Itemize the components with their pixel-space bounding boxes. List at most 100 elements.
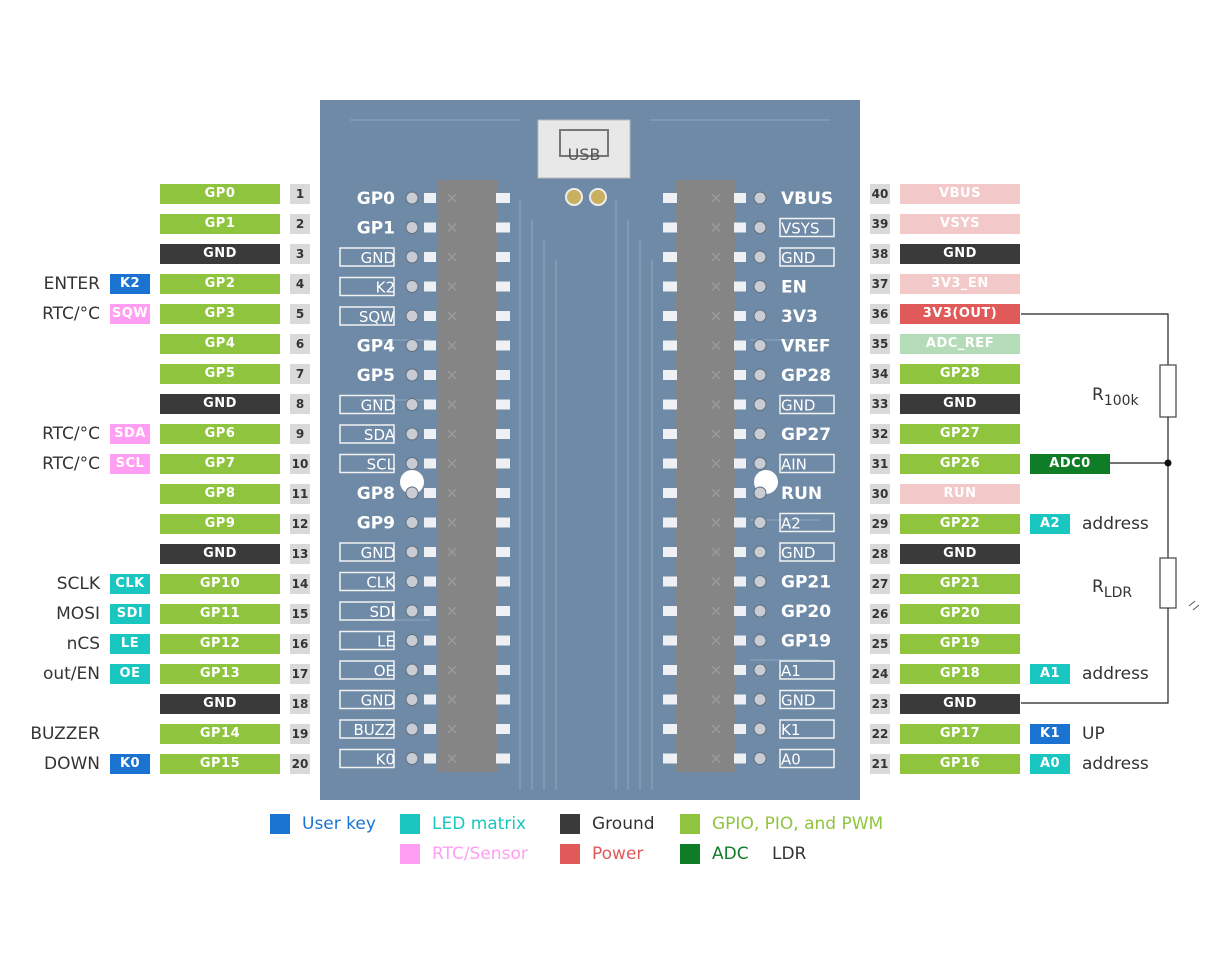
silkscreen-label: GND bbox=[781, 692, 815, 710]
pad-left bbox=[405, 280, 419, 293]
pin-number-left: 19 bbox=[290, 724, 310, 744]
smd-pad-left-outer bbox=[496, 281, 510, 292]
silk-box bbox=[339, 424, 395, 444]
pin-label-left: GND bbox=[160, 694, 280, 714]
smd-pad-right bbox=[734, 252, 746, 262]
silkscreen-label: SDI bbox=[370, 603, 396, 621]
smd-pad-right-outer bbox=[663, 724, 677, 734]
silkscreen-label: GP9 bbox=[357, 514, 395, 534]
pin-label-left: GP14 bbox=[160, 724, 280, 744]
pin-number-left: 13 bbox=[290, 544, 310, 564]
silk-box bbox=[779, 719, 835, 739]
pad-right bbox=[753, 221, 767, 234]
smd-pad-right-outer bbox=[663, 193, 677, 203]
pad-right bbox=[753, 663, 767, 677]
pin-marker bbox=[447, 340, 457, 351]
pin-label-right: GND bbox=[900, 394, 1020, 414]
pad-right bbox=[753, 398, 767, 411]
pin-number-left: 5 bbox=[290, 304, 310, 324]
smd-pad-right bbox=[734, 724, 746, 734]
pin-note-left: out/EN bbox=[42, 664, 100, 684]
pin-marker bbox=[447, 458, 457, 469]
smd-pad-right bbox=[734, 694, 746, 705]
pin-number-right: 24 bbox=[870, 664, 890, 684]
smd-pad-left-outer bbox=[496, 370, 510, 380]
pin-marker bbox=[711, 281, 721, 292]
pad-right bbox=[753, 339, 767, 352]
pin-function-tag-right: A0 bbox=[1030, 754, 1070, 774]
pin-label-left: GP6 bbox=[160, 424, 280, 444]
smd-pad-left-outer bbox=[496, 576, 510, 587]
pad-left bbox=[405, 604, 419, 618]
pin-function-tag-right: ADC0 bbox=[1030, 454, 1110, 474]
pin-label-left: GP10 bbox=[160, 574, 280, 594]
pin-label-right: GP18 bbox=[900, 664, 1020, 684]
legend-swatch bbox=[680, 814, 700, 834]
pin-marker bbox=[711, 429, 721, 439]
legend-label: RTC/Sensor bbox=[432, 844, 528, 864]
pin-function-tag-right: K1 bbox=[1030, 724, 1070, 744]
silkscreen-label: GP28 bbox=[781, 366, 831, 386]
smd-pad-right bbox=[734, 458, 746, 469]
pin-marker bbox=[447, 665, 457, 675]
pad-left bbox=[405, 693, 419, 706]
smd-pad-right-outer bbox=[663, 753, 677, 764]
pin-label-right: GP21 bbox=[900, 574, 1020, 594]
pin-label-right: VBUS bbox=[900, 184, 1020, 204]
pin-number-left: 11 bbox=[290, 484, 310, 504]
silk-box bbox=[779, 394, 835, 415]
silkscreen-label: GND bbox=[781, 544, 815, 562]
pin-marker bbox=[447, 547, 457, 557]
legend-label: ADC bbox=[712, 844, 749, 864]
pin-number-right: 28 bbox=[870, 544, 890, 564]
pin-label-right: 3V3(OUT) bbox=[900, 304, 1020, 324]
pin-note-left: SCLK bbox=[56, 574, 100, 594]
silkscreen-label: EN bbox=[781, 278, 807, 298]
pad-right bbox=[753, 575, 767, 588]
pin-note-right: UP bbox=[1082, 724, 1105, 744]
silkscreen-label: GP1 bbox=[357, 219, 395, 239]
pad-left bbox=[405, 722, 419, 736]
smd-pad-left bbox=[424, 370, 436, 380]
silkscreen-label: SQW bbox=[359, 308, 395, 326]
smd-pad-left bbox=[424, 753, 436, 764]
pad-left bbox=[405, 545, 419, 559]
pin-label-right: RUN bbox=[900, 484, 1020, 504]
smd-pad-right bbox=[734, 311, 746, 321]
smd-pad-right-outer bbox=[663, 635, 677, 646]
silk-box bbox=[779, 542, 835, 562]
legend-swatch bbox=[680, 844, 700, 864]
smd-pad-right bbox=[734, 606, 746, 616]
silkscreen-label: GP21 bbox=[781, 573, 831, 593]
smd-pad-right-outer bbox=[663, 576, 677, 587]
smd-pad-right bbox=[734, 281, 746, 292]
pad-right bbox=[753, 457, 767, 470]
pin-marker bbox=[711, 458, 721, 469]
pin-label-right: 3V3_EN bbox=[900, 274, 1020, 294]
smd-pad-left-outer bbox=[496, 458, 510, 469]
wire-gnd-bottom bbox=[1021, 608, 1169, 704]
pin-function-tag-left: K0 bbox=[110, 754, 150, 774]
smd-pad-left-outer bbox=[496, 753, 510, 764]
smd-pad-left-outer bbox=[496, 635, 510, 646]
pin-number-right: 36 bbox=[870, 304, 890, 324]
smd-pad-left-outer bbox=[496, 222, 510, 233]
pin-marker bbox=[447, 193, 457, 203]
pin-note-right: address bbox=[1082, 754, 1149, 774]
smd-pad-left-outer bbox=[496, 340, 510, 351]
smd-pad-right-outer bbox=[663, 517, 677, 528]
pin-number-right: 33 bbox=[870, 394, 890, 414]
pin-marker bbox=[711, 311, 721, 321]
silkscreen-label: GP0 bbox=[357, 189, 395, 209]
pin-note-right: address bbox=[1082, 514, 1149, 534]
pin-label-left: GP3 bbox=[160, 304, 280, 324]
smd-pad-left bbox=[424, 193, 436, 203]
silkscreen-label: 3V3 bbox=[781, 307, 818, 327]
pin-number-left: 3 bbox=[290, 244, 310, 264]
smd-pad-left bbox=[424, 517, 436, 528]
silk-box bbox=[339, 542, 395, 562]
smd-pad-left-outer bbox=[496, 399, 510, 410]
silk-box bbox=[339, 453, 395, 474]
pad-left bbox=[405, 221, 419, 234]
